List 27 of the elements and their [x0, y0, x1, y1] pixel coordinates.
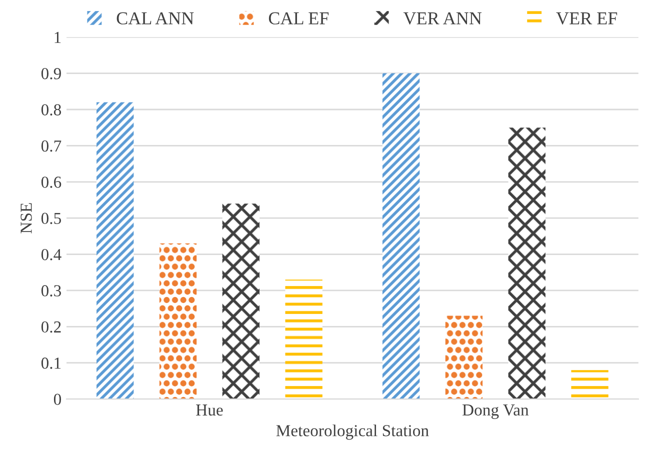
y-tick-label: 0.8 [41, 104, 62, 116]
y-tick-label: 0.3 [41, 285, 61, 296]
legend-label: VER ANN [403, 12, 482, 25]
bar [445, 316, 483, 400]
x-tick-label: Hue [196, 404, 223, 416]
y-tick-label: 0.4 [41, 248, 62, 260]
bar [159, 243, 197, 400]
y-tick-label: 0.5 [41, 212, 61, 224]
bar [571, 370, 608, 400]
legend-label: CAL EF [268, 12, 329, 24]
y-axis-title: NSE [20, 203, 32, 234]
y-tick-label: 0.1 [41, 358, 61, 369]
y-tick-label: 0 [54, 394, 62, 405]
y-tick-label: 0.9 [41, 68, 61, 80]
y-tick-label: 0.6 [41, 176, 62, 188]
bar [285, 280, 322, 400]
y-tick-label: 0.2 [41, 321, 61, 333]
x-axis-title: Meteorological Station [276, 424, 429, 440]
bar [96, 102, 134, 400]
y-tick-label: 1 [54, 32, 61, 43]
y-tick-label: 0.7 [41, 140, 62, 152]
bar [222, 204, 260, 400]
legend-label: CAL ANN [116, 12, 194, 24]
bar [382, 73, 420, 400]
bar [508, 128, 546, 400]
legend-label: VER EF [556, 12, 618, 25]
x-tick-label: Dong Van [462, 404, 529, 420]
